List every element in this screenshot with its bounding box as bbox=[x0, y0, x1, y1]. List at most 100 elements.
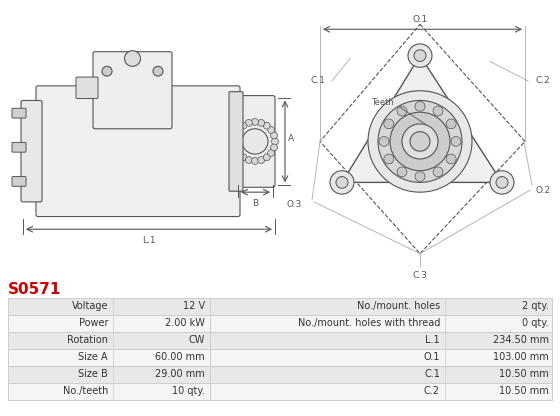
Text: C.3: C.3 bbox=[413, 271, 427, 280]
Text: O.3: O.3 bbox=[287, 201, 302, 209]
Circle shape bbox=[414, 50, 426, 62]
Text: B: B bbox=[252, 199, 258, 208]
Circle shape bbox=[379, 136, 389, 146]
Text: Power: Power bbox=[78, 318, 108, 328]
Circle shape bbox=[232, 144, 240, 151]
Text: Voltage: Voltage bbox=[72, 301, 108, 311]
Circle shape bbox=[433, 106, 443, 116]
Circle shape bbox=[270, 132, 278, 139]
FancyBboxPatch shape bbox=[210, 297, 552, 314]
Polygon shape bbox=[342, 56, 502, 182]
FancyBboxPatch shape bbox=[236, 96, 275, 187]
Text: 10.50 mm: 10.50 mm bbox=[500, 369, 549, 379]
Circle shape bbox=[258, 119, 265, 126]
Text: O.1: O.1 bbox=[423, 352, 440, 362]
Text: Teeth: Teeth bbox=[371, 98, 393, 107]
Circle shape bbox=[240, 154, 247, 161]
FancyBboxPatch shape bbox=[12, 176, 26, 186]
Text: L.1: L.1 bbox=[142, 236, 156, 245]
Text: No./mount. holes with thread: No./mount. holes with thread bbox=[297, 318, 440, 328]
Circle shape bbox=[232, 132, 240, 139]
Text: C.2: C.2 bbox=[535, 77, 550, 85]
FancyBboxPatch shape bbox=[12, 142, 26, 152]
Text: O.2: O.2 bbox=[535, 186, 550, 195]
Circle shape bbox=[368, 91, 472, 192]
Circle shape bbox=[245, 156, 253, 163]
Circle shape bbox=[240, 122, 247, 129]
Text: 12 V: 12 V bbox=[183, 301, 205, 311]
FancyBboxPatch shape bbox=[76, 77, 98, 99]
Circle shape bbox=[378, 101, 462, 182]
Text: L.1: L.1 bbox=[426, 335, 440, 345]
Text: 10 qty.: 10 qty. bbox=[172, 386, 205, 396]
Circle shape bbox=[235, 126, 242, 134]
Circle shape bbox=[242, 129, 268, 154]
Circle shape bbox=[451, 136, 461, 146]
Text: No./mount. holes: No./mount. holes bbox=[357, 301, 440, 311]
Circle shape bbox=[402, 124, 438, 159]
FancyBboxPatch shape bbox=[210, 332, 552, 349]
Circle shape bbox=[153, 66, 163, 76]
Text: A: A bbox=[288, 134, 294, 143]
FancyBboxPatch shape bbox=[36, 86, 240, 217]
Text: C.1: C.1 bbox=[424, 369, 440, 379]
Text: C.1: C.1 bbox=[310, 77, 325, 85]
Text: 103.00 mm: 103.00 mm bbox=[493, 352, 549, 362]
Circle shape bbox=[397, 167, 407, 177]
Circle shape bbox=[251, 119, 259, 125]
Circle shape bbox=[384, 119, 394, 129]
FancyBboxPatch shape bbox=[8, 297, 210, 314]
Circle shape bbox=[384, 154, 394, 164]
Circle shape bbox=[408, 44, 432, 67]
Text: 234.50 mm: 234.50 mm bbox=[493, 335, 549, 345]
Circle shape bbox=[268, 149, 275, 156]
Text: 0 qty.: 0 qty. bbox=[522, 318, 549, 328]
Circle shape bbox=[390, 112, 450, 171]
Circle shape bbox=[446, 154, 456, 164]
FancyBboxPatch shape bbox=[229, 92, 243, 191]
FancyBboxPatch shape bbox=[8, 366, 210, 383]
Circle shape bbox=[415, 172, 425, 181]
Circle shape bbox=[336, 176, 348, 188]
Text: CW: CW bbox=[189, 335, 205, 345]
Circle shape bbox=[446, 119, 456, 129]
Circle shape bbox=[245, 119, 253, 126]
FancyBboxPatch shape bbox=[8, 332, 210, 349]
FancyBboxPatch shape bbox=[8, 383, 210, 400]
FancyBboxPatch shape bbox=[21, 101, 42, 202]
Circle shape bbox=[330, 171, 354, 194]
Circle shape bbox=[258, 156, 265, 163]
Text: Rotation: Rotation bbox=[67, 335, 108, 345]
Text: No./teeth: No./teeth bbox=[63, 386, 108, 396]
Circle shape bbox=[496, 176, 508, 188]
Circle shape bbox=[270, 144, 278, 151]
FancyBboxPatch shape bbox=[12, 108, 26, 118]
Circle shape bbox=[263, 154, 270, 161]
Text: 2.00 kW: 2.00 kW bbox=[165, 318, 205, 328]
Text: 2 qty.: 2 qty. bbox=[522, 301, 549, 311]
Text: C.2: C.2 bbox=[424, 386, 440, 396]
Circle shape bbox=[263, 122, 270, 129]
FancyBboxPatch shape bbox=[8, 314, 210, 332]
FancyBboxPatch shape bbox=[210, 314, 552, 332]
Circle shape bbox=[124, 51, 141, 66]
Circle shape bbox=[490, 171, 514, 194]
FancyBboxPatch shape bbox=[93, 52, 172, 129]
Circle shape bbox=[102, 66, 112, 76]
Circle shape bbox=[397, 106, 407, 116]
Text: S0571: S0571 bbox=[8, 282, 62, 297]
Text: 10.50 mm: 10.50 mm bbox=[500, 386, 549, 396]
Circle shape bbox=[268, 126, 275, 134]
FancyBboxPatch shape bbox=[210, 366, 552, 383]
Circle shape bbox=[231, 138, 239, 145]
FancyBboxPatch shape bbox=[8, 349, 210, 366]
Circle shape bbox=[410, 132, 430, 151]
Circle shape bbox=[235, 149, 242, 156]
Text: Size A: Size A bbox=[78, 352, 108, 362]
Circle shape bbox=[272, 138, 278, 145]
Text: 29.00 mm: 29.00 mm bbox=[155, 369, 205, 379]
FancyBboxPatch shape bbox=[210, 349, 552, 366]
Text: 60.00 mm: 60.00 mm bbox=[155, 352, 205, 362]
Text: Size B: Size B bbox=[78, 369, 108, 379]
Text: O.1: O.1 bbox=[412, 15, 428, 25]
